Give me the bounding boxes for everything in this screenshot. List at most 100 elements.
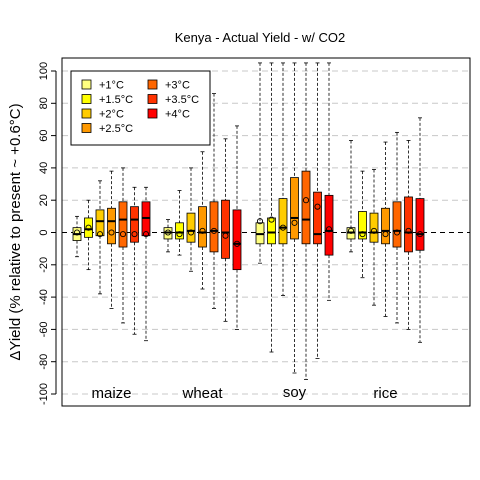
mean-marker xyxy=(164,229,172,236)
box-rice-4 xyxy=(392,131,402,324)
mean-marker xyxy=(222,232,229,239)
crop-label-wheat: wheat xyxy=(181,385,223,402)
mean-marker xyxy=(256,218,264,225)
box-wheat-6 xyxy=(232,125,242,330)
iqr-box xyxy=(290,177,299,240)
box-rice-5 xyxy=(404,140,413,330)
legend-item: +4°C xyxy=(147,108,190,121)
mean-marker xyxy=(359,231,366,238)
legend-frame xyxy=(70,70,211,146)
iqr-box xyxy=(118,201,128,248)
mean-marker xyxy=(85,224,92,231)
mean-marker xyxy=(119,231,127,238)
mean-marker xyxy=(279,224,287,231)
box-soy-2 xyxy=(278,62,288,296)
plot-frame xyxy=(61,57,471,407)
crop-group-maize xyxy=(72,167,151,342)
iqr-box xyxy=(358,211,367,240)
crop-group-rice xyxy=(346,117,425,343)
box-wheat-1 xyxy=(175,190,184,256)
box-maize-5 xyxy=(130,186,139,335)
iqr-box xyxy=(130,206,139,243)
mean-marker xyxy=(393,229,401,236)
box-series xyxy=(72,62,425,380)
y-tick-label: 60 xyxy=(38,129,50,141)
iqr-box xyxy=(186,212,196,243)
iqr-box xyxy=(95,209,105,237)
y-tick-label: 100 xyxy=(38,62,50,80)
iqr-box xyxy=(415,198,425,251)
mean-marker xyxy=(131,231,138,238)
legend-swatch xyxy=(81,108,92,119)
y-tick-label: -100 xyxy=(38,383,50,405)
legend-swatch xyxy=(81,79,92,90)
mean-marker xyxy=(416,231,424,238)
box-soy-5 xyxy=(313,62,322,359)
mean-marker xyxy=(96,231,104,238)
y-tick-label: 0 xyxy=(38,229,50,235)
mean-marker xyxy=(382,231,389,238)
y-tick-label: -20 xyxy=(38,257,50,273)
box-maize-4 xyxy=(118,167,128,324)
box-wheat-4 xyxy=(209,93,219,309)
mean-marker xyxy=(291,219,298,226)
legend-label: +2.5°C xyxy=(99,123,133,135)
mean-marker xyxy=(347,227,355,234)
legend-item: +2.5°C xyxy=(81,123,133,135)
iqr-box xyxy=(381,207,390,245)
legend: +1°C +1.5°C +2°C +2.5°C +3°C +3.5°C +4°C xyxy=(70,70,211,146)
mean-marker xyxy=(73,229,81,236)
legend-label: +3°C xyxy=(165,80,190,92)
legend-swatch xyxy=(147,94,158,104)
mean-marker xyxy=(187,229,195,236)
y-axis-label: ΔYield (% relative to present ~ +0.6°C) xyxy=(7,103,24,360)
box-maize-2 xyxy=(95,180,105,295)
box-maize-0 xyxy=(72,215,82,258)
iqr-box xyxy=(404,196,413,253)
legend-label: +1°C xyxy=(99,80,124,92)
iqr-box xyxy=(324,194,334,256)
mean-marker xyxy=(302,197,310,204)
box-maize-3 xyxy=(107,170,116,309)
legend-swatch xyxy=(147,108,158,119)
iqr-box xyxy=(221,199,230,259)
legend-swatch xyxy=(147,79,158,90)
legend-item: +3.5°C xyxy=(147,94,199,106)
y-axis: -100 -80 -60 -40 -20 0 20 40 60 80 100 xyxy=(38,62,57,405)
iqr-box xyxy=(369,212,379,243)
mean-marker xyxy=(405,227,412,234)
iqr-box xyxy=(267,217,276,245)
legend-swatch xyxy=(81,123,92,133)
y-tick-label: 40 xyxy=(38,162,50,174)
iqr-box xyxy=(313,191,322,245)
legend-item: +2°C xyxy=(81,108,124,121)
box-soy-6 xyxy=(324,62,334,301)
grid-lines xyxy=(62,70,470,395)
mean-marker xyxy=(325,226,333,233)
y-tick-label: -80 xyxy=(38,354,50,370)
box-soy-0 xyxy=(255,62,265,264)
iqr-box xyxy=(278,198,288,245)
mean-marker xyxy=(233,240,241,247)
iqr-box xyxy=(392,201,402,248)
y-tick-label: 80 xyxy=(38,97,50,109)
box-soy-4 xyxy=(301,62,311,380)
legend-label: +3.5°C xyxy=(165,94,199,106)
box-wheat-5 xyxy=(221,138,230,322)
box-wheat-0 xyxy=(163,219,173,253)
mean-marker xyxy=(210,227,218,234)
box-rice-3 xyxy=(381,141,390,317)
iqr-box xyxy=(301,170,311,245)
box-soy-3 xyxy=(290,62,299,374)
box-rice-1 xyxy=(358,170,367,279)
crop-label-maize: maize xyxy=(91,385,131,402)
iqr-box xyxy=(209,201,219,253)
crop-label-soy: soy xyxy=(283,384,307,401)
mean-marker xyxy=(176,231,183,238)
y-tick-label: -60 xyxy=(38,321,50,337)
box-soy-1 xyxy=(267,62,276,353)
mean-marker xyxy=(370,227,378,234)
iqr-box xyxy=(107,207,116,245)
iqr-box xyxy=(232,209,242,271)
